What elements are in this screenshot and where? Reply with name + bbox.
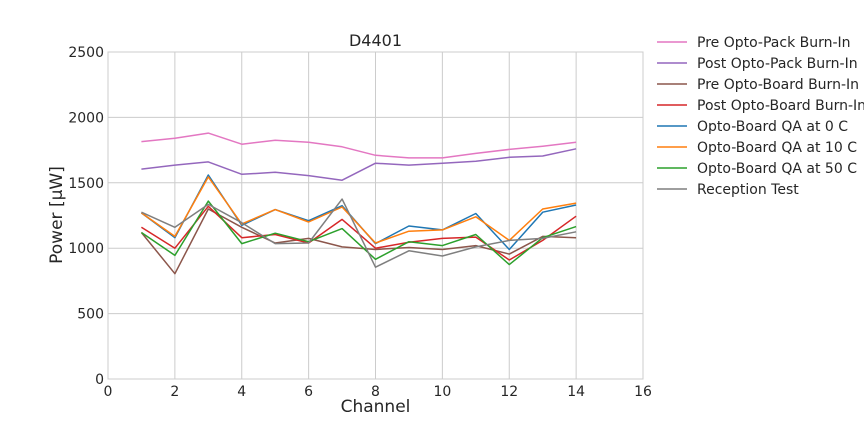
- series-line-8: [141, 198, 577, 268]
- y-tick-label: 2000: [68, 110, 104, 126]
- y-tick-label: 500: [77, 307, 104, 323]
- y-tick-label: 1000: [68, 241, 104, 257]
- x-tick-label: 14: [567, 384, 585, 400]
- x-tick-label: 4: [237, 384, 246, 400]
- y-tick-label: 0: [95, 372, 104, 388]
- series-line-2: [141, 148, 577, 181]
- y-axis-label: Power [μW]: [47, 166, 67, 264]
- legend-label: Opto-Board QA at 0 C: [697, 119, 848, 135]
- x-tick-label: 16: [634, 384, 652, 400]
- legend-label: Opto-Board QA at 50 C: [697, 161, 857, 177]
- series-line-6: [140, 176, 577, 244]
- x-tick-label: 0: [104, 384, 113, 400]
- plot-frame: [107, 51, 644, 380]
- x-tick-label: 12: [500, 384, 518, 400]
- series-lines: [140, 132, 577, 275]
- y-axis-ticks: 0 500 1000 1500 2000 2500: [68, 45, 104, 388]
- legend-label: Post Opto-Board Burn-In: [697, 98, 864, 114]
- y-tick-label: 2500: [68, 45, 104, 61]
- legend: Pre Opto-Pack Burn-In Post Opto-Pack Burn…: [657, 35, 864, 198]
- x-tick-label: 6: [304, 384, 313, 400]
- x-axis-ticks: 0 2 4 6 8 10 12 14 16: [104, 384, 652, 400]
- x-tick-label: 10: [433, 384, 451, 400]
- chart-title: D4401: [349, 31, 402, 50]
- x-axis-label: Channel: [341, 397, 411, 417]
- legend-label: Pre Opto-Board Burn-In: [697, 77, 859, 93]
- legend-label: Post Opto-Pack Burn-In: [697, 56, 858, 72]
- legend-label: Opto-Board QA at 10 C: [697, 140, 857, 156]
- x-tick-label: 8: [371, 384, 380, 400]
- x-tick-label: 2: [170, 384, 179, 400]
- legend-label: Pre Opto-Pack Burn-In: [697, 35, 851, 51]
- grid: [107, 51, 644, 380]
- legend-label: Reception Test: [697, 182, 799, 198]
- series-line-1: [141, 132, 577, 159]
- y-tick-label: 1500: [68, 176, 104, 192]
